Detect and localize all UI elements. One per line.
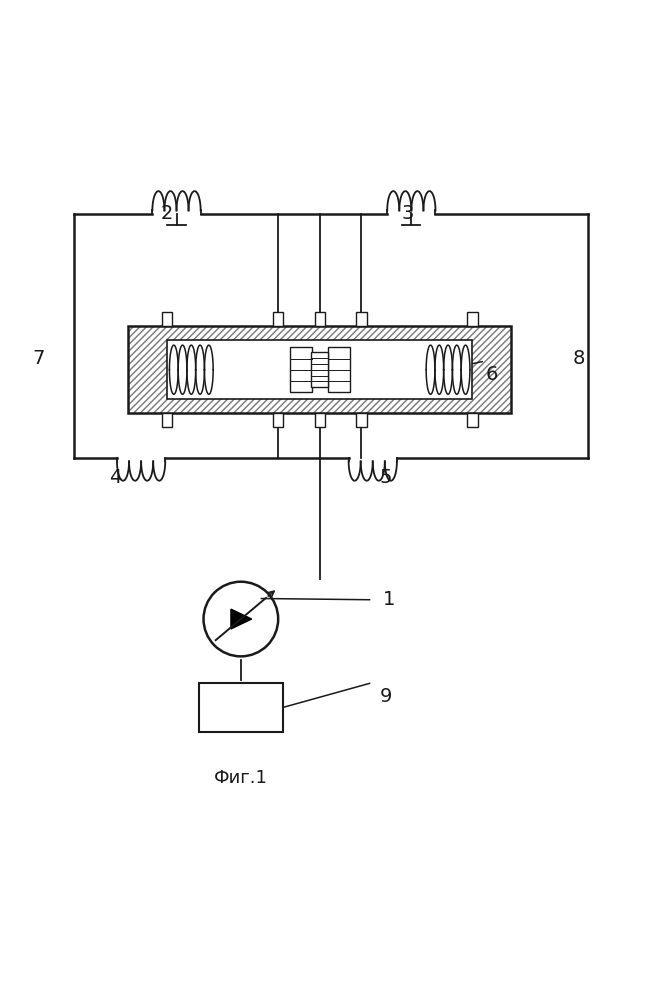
Bar bbox=[312, 352, 328, 387]
Bar bbox=[356, 413, 367, 427]
Text: 9: 9 bbox=[380, 687, 392, 706]
Text: 1: 1 bbox=[383, 590, 395, 609]
Text: 8: 8 bbox=[572, 349, 585, 368]
Bar bbox=[356, 312, 367, 326]
Bar bbox=[467, 312, 478, 326]
Bar bbox=[467, 413, 478, 427]
Text: 4: 4 bbox=[109, 468, 121, 487]
Bar bbox=[162, 312, 172, 326]
Bar bbox=[199, 683, 283, 732]
Text: 2: 2 bbox=[161, 204, 173, 223]
Text: 7: 7 bbox=[32, 349, 44, 368]
Bar bbox=[315, 413, 324, 427]
Bar bbox=[273, 413, 283, 427]
Text: 3: 3 bbox=[402, 204, 414, 223]
Bar bbox=[167, 340, 472, 399]
Bar bbox=[162, 413, 172, 427]
Bar bbox=[129, 326, 511, 413]
Bar bbox=[328, 347, 350, 392]
Bar bbox=[273, 312, 283, 326]
Text: Фиг.1: Фиг.1 bbox=[214, 769, 268, 787]
Polygon shape bbox=[231, 609, 252, 629]
Text: 5: 5 bbox=[380, 468, 392, 487]
Bar bbox=[315, 312, 324, 326]
Text: 6: 6 bbox=[485, 365, 498, 384]
Bar bbox=[289, 347, 312, 392]
Bar bbox=[129, 326, 511, 413]
